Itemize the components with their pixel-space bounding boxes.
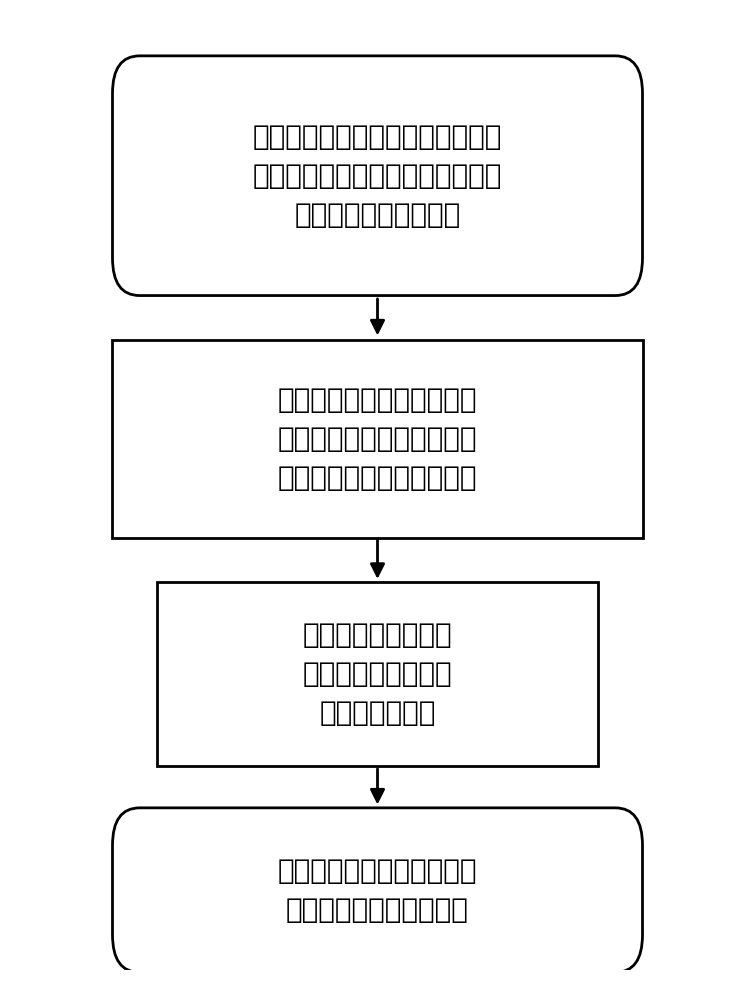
Text: 根据所述地质体模型和巷道
模型，生成矿井巷道模型: 根据所述地质体模型和巷道 模型，生成矿井巷道模型	[278, 857, 477, 924]
Text: 获取地层层序框架，根据所
述地层层序框架和所述测井
模型数据，生成地质体模型: 获取地层层序框架，根据所 述地层层序框架和所述测井 模型数据，生成地质体模型	[278, 386, 477, 492]
FancyBboxPatch shape	[112, 808, 643, 972]
Text: 获取巷道节点坐标，
根据所述巷道节点坐
标生成巷道模型: 获取巷道节点坐标， 根据所述巷道节点坐 标生成巷道模型	[303, 621, 452, 727]
FancyBboxPatch shape	[112, 56, 643, 296]
Bar	[112, 340, 643, 538]
Bar	[157, 582, 598, 766]
Text: 获取测井数据，根据所述测井数据
进行井位复原，并根据所述测井数
据，生成测井模型数据: 获取测井数据，根据所述测井数据 进行井位复原，并根据所述测井数 据，生成测井模型…	[253, 123, 502, 229]
